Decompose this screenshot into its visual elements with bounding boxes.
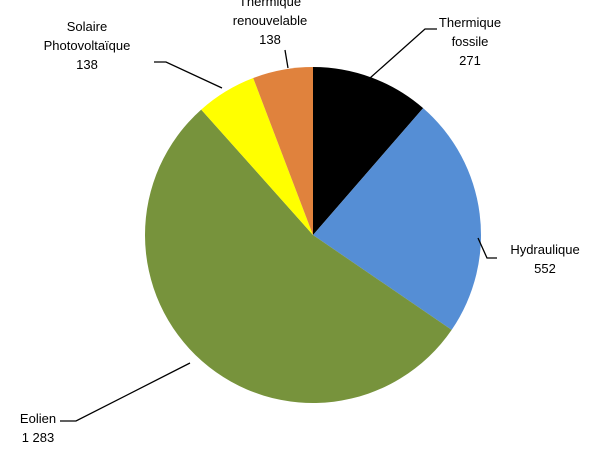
value-label: 552	[534, 261, 556, 276]
data-label: Thermique renouvelable 138	[220, 0, 320, 49]
pie-slice	[253, 67, 313, 235]
value-label: 271	[459, 53, 481, 68]
leader-line	[284, 49, 289, 69]
data-label: Thermique fossile 271	[430, 13, 510, 70]
value-label: 138	[76, 57, 98, 72]
leader-line	[154, 61, 223, 89]
leader-lines	[60, 28, 497, 422]
category-label: Hydraulique	[510, 242, 580, 257]
data-label: Hydraulique 552	[490, 240, 600, 278]
category-label: Eolien	[19, 411, 57, 426]
data-label: Solaire Photovoltaïque 138	[22, 17, 152, 74]
pie-slice	[201, 78, 313, 235]
value-label: 1 283	[21, 430, 55, 445]
value-label: 138	[259, 32, 281, 47]
leader-line	[60, 362, 191, 422]
category-label: Solaire Photovoltaïque	[43, 19, 131, 53]
leader-line	[369, 28, 437, 79]
pie-slice	[313, 67, 424, 235]
data-label: Eolien 1 283	[0, 409, 76, 447]
leader-line	[477, 237, 497, 259]
category-label: Thermique renouvelable	[232, 0, 308, 28]
category-label: Thermique fossile	[438, 15, 502, 49]
pie-slice	[145, 109, 452, 403]
pie-slice	[313, 108, 481, 330]
slices	[145, 67, 481, 403]
